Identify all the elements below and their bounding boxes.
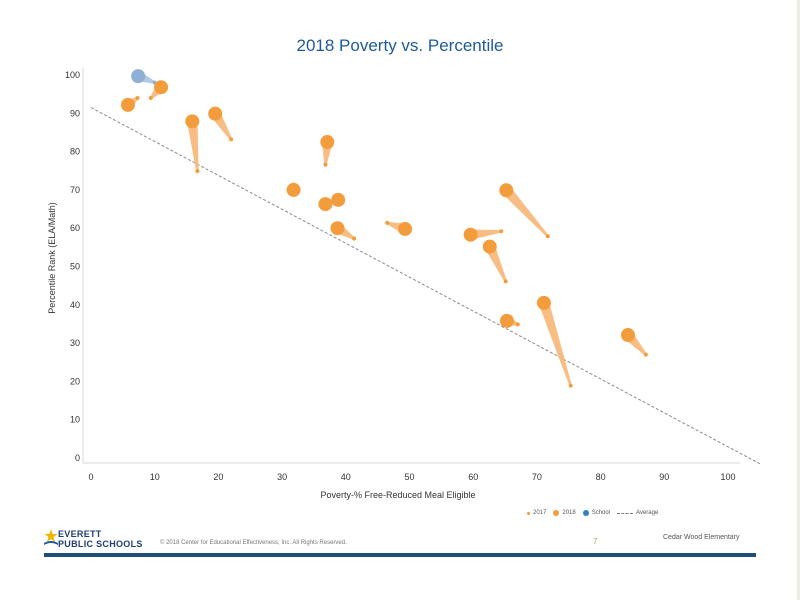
legend-2017-marker [527, 511, 530, 515]
x-tick-label: 0 [88, 472, 93, 482]
point-2017 [148, 95, 153, 100]
chart-legend: 2017 2018 School Average [527, 510, 658, 516]
point-2018 [330, 221, 345, 236]
point-2018 [286, 182, 301, 197]
point-2017 [499, 229, 504, 234]
point-2018 [154, 80, 169, 95]
point-2018 [208, 106, 223, 121]
legend-item-average: Average [617, 510, 658, 516]
trajectory-wedge [187, 120, 199, 172]
logo-line2: PUBLIC SCHOOLS [58, 539, 143, 549]
x-tick-label: 70 [532, 472, 542, 482]
point-2017 [352, 236, 357, 241]
y-tick-label: 70 [70, 185, 80, 195]
school-name: Cedar Wood Elementary [663, 534, 740, 541]
x-axis-title: Poverty-% Free-Reduced Meal Eligible [320, 490, 475, 500]
legend-school-label: School [591, 510, 611, 516]
y-tick-label: 30 [70, 338, 80, 348]
y-tick-label: 80 [70, 147, 80, 157]
x-tick-label: 100 [720, 472, 735, 482]
y-tick-label: 20 [70, 376, 80, 386]
point-2018 [482, 239, 497, 254]
legend-item-2017: 2017 [527, 510, 546, 516]
legend-item-2018: 2018 [553, 510, 576, 516]
point-2017 [135, 95, 140, 100]
trajectory-wedge [502, 186, 549, 237]
legend-average-marker [617, 512, 634, 514]
legend-school-marker [582, 510, 589, 516]
point-2018 [331, 192, 346, 207]
legend-2017-label: 2017 [533, 510, 547, 516]
x-tick-label: 20 [213, 472, 223, 482]
x-tick-label: 40 [341, 472, 351, 482]
point-2017 [229, 137, 234, 142]
everett-public-schools-logo: EVERETT PUBLIC SCHOOLS [44, 528, 154, 552]
point-2017 [545, 234, 550, 239]
legend-average-label: Average [636, 510, 659, 516]
y-tick-label: 40 [70, 300, 80, 310]
point-2018 [185, 114, 200, 129]
x-tick-label: 60 [468, 472, 478, 482]
page-number: 7 [593, 537, 598, 546]
point-2017 [195, 169, 200, 174]
y-tick-label: 90 [70, 108, 80, 118]
logo-line1: EVERETT [58, 529, 102, 539]
y-tick-label: 100 [65, 70, 80, 80]
y-tick-label: 0 [75, 453, 80, 463]
y-axis-title: Percentile Rank (ELA/Math) [47, 202, 57, 314]
point-2018 [463, 227, 478, 242]
footer-bar [44, 553, 756, 557]
copyright-text: © 2018 Center for Educational Effectiven… [160, 540, 347, 546]
star-logo-icon [44, 529, 58, 545]
point-2017 [385, 220, 390, 225]
point-school-2018 [131, 69, 146, 84]
point-2018 [499, 313, 514, 328]
trajectory-wedge [538, 301, 572, 386]
x-tick-label: 50 [404, 472, 414, 482]
x-tick-label: 10 [150, 472, 160, 482]
point-2018 [536, 295, 551, 310]
point-2017 [503, 279, 508, 284]
legend-2018-marker [553, 510, 560, 516]
trajectory-wedge [470, 229, 502, 240]
y-tick-label: 50 [70, 262, 80, 272]
y-tick-label: 60 [70, 223, 80, 233]
point-2018 [620, 328, 635, 343]
legend-item-school: School [582, 510, 611, 516]
point-2018 [320, 135, 335, 150]
point-2017 [323, 162, 328, 167]
x-tick-label: 90 [659, 472, 669, 482]
point-2017 [515, 322, 520, 327]
x-tick-label: 30 [277, 472, 287, 482]
y-tick-label: 10 [70, 415, 80, 425]
x-tick-label: 80 [596, 472, 606, 482]
point-2018 [499, 183, 514, 198]
point-2018 [120, 97, 135, 112]
slide-right-edge [797, 0, 800, 600]
legend-2018-label: 2018 [562, 510, 576, 516]
point-2017 [568, 383, 573, 388]
average-trend-line [90, 107, 761, 465]
point-2017 [643, 352, 648, 357]
trajectory-wedge [485, 244, 507, 282]
point-2018 [398, 221, 413, 236]
point-2018 [318, 197, 333, 212]
chart-title: 2018 Poverty vs. Percentile [296, 36, 504, 55]
